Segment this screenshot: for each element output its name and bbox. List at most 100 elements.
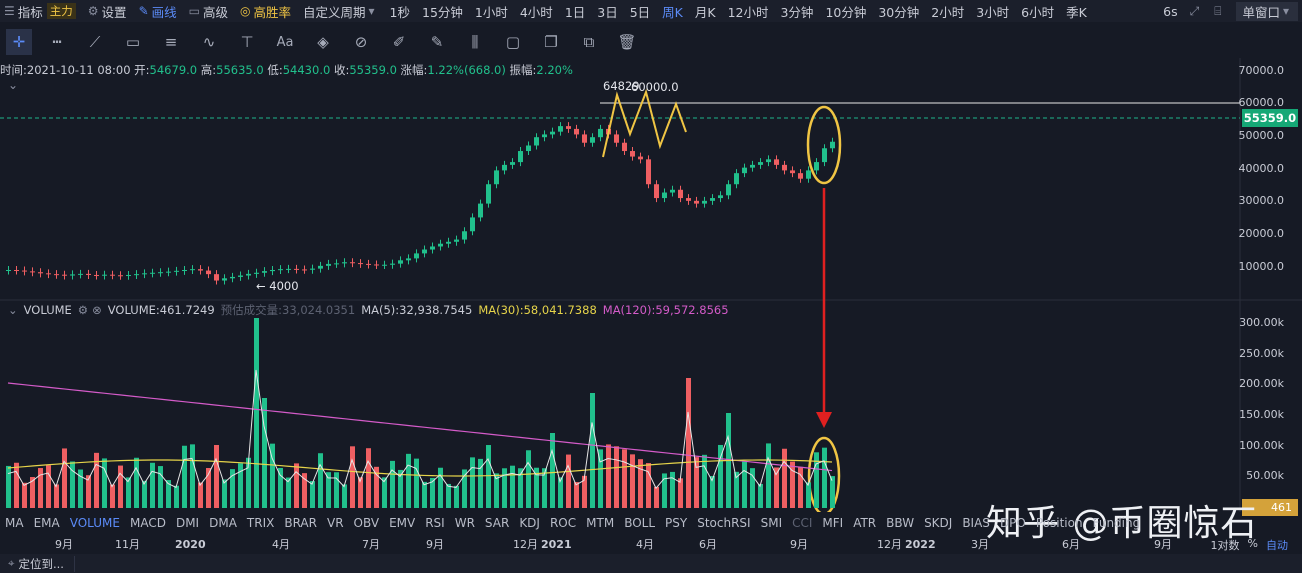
fullscreen-button[interactable]: ⤢ [1190,4,1203,19]
time-tick: 12月 [877,538,902,551]
win-rate-menu[interactable]: ◎ 高胜率 [240,2,291,21]
open-value: 54679.0 [149,63,198,77]
log-scale-toggle[interactable]: 1对数 [1210,539,1240,552]
settings-menu[interactable]: ⚙ 设置 [88,2,127,21]
indicator-boll[interactable]: BOLL [624,516,656,530]
hide-drawings-icon[interactable]: ⊘ [354,33,368,51]
indicator-brar[interactable]: BRAR [284,516,317,530]
indicator-stochrsi[interactable]: StochRSI [697,516,751,530]
close-icon[interactable]: ⊗ [92,303,102,317]
period-0[interactable]: 1秒 [389,4,410,20]
wave-tool-icon[interactable]: ∿ [202,33,216,51]
indicator-position[interactable]: Position [1035,516,1083,530]
indicator-bias[interactable]: BIAS [962,516,990,530]
indicator-rsi[interactable]: RSI [425,516,445,530]
parallel-channel-tool-icon[interactable]: ≡ [164,33,178,51]
trash-icon[interactable]: 🗑 [617,33,637,51]
period-12[interactable]: 30分钟 [878,4,920,20]
period-9[interactable]: 12小时 [727,4,769,20]
volume-bar [30,477,35,508]
indicator-roc[interactable]: ROC [549,516,577,530]
indicator-cci[interactable]: CCI [792,516,813,530]
lock-icon[interactable]: ▢ [505,33,521,51]
period-14[interactable]: 3小时 [976,4,1010,20]
period-4[interactable]: 1日 [564,4,586,20]
indicator-funding[interactable]: Funding [1092,516,1141,530]
indicator-smi[interactable]: SMI [760,516,783,530]
indicator-vr[interactable]: VR [326,516,344,530]
text-tool-icon[interactable]: Aa [276,34,294,50]
period-11[interactable]: 10分钟 [825,4,867,20]
copy-icon[interactable]: ❐ [544,33,558,51]
period-3[interactable]: 4小时 [519,4,553,20]
period-10[interactable]: 3分钟 [780,4,814,20]
indicator-skdj[interactable]: SKDJ [924,516,953,530]
volume-tick: 150.00k [1239,408,1284,421]
trend-line-tool-icon[interactable]: ⟋ [89,33,101,51]
period-2[interactable]: 1小时 [474,4,508,20]
period-15[interactable]: 6小时 [1021,4,1055,20]
indicator-dma[interactable]: DMA [209,516,237,530]
draw-menu[interactable]: ✎ 画线 [139,2,177,21]
indicator-kdj[interactable]: KDJ [519,516,540,530]
indicator-bbw[interactable]: BBW [886,516,915,530]
period-16[interactable]: 季K [1066,4,1087,20]
crosshair-tool-icon[interactable]: ✛ [6,29,32,55]
collapse-chevron-icon[interactable]: ⌄ [8,78,19,92]
candle-body [814,162,819,171]
candle-body [470,217,475,232]
volume-bar [542,468,547,508]
indicator-obv[interactable]: OBV [353,516,380,530]
period-7[interactable]: 周K [662,4,683,20]
indicator-sar[interactable]: SAR [484,516,510,530]
gear-icon[interactable]: ⚙ [77,303,89,317]
volume-bar [302,473,307,508]
period-8[interactable]: 月K [694,4,716,20]
candle-body [502,164,507,171]
candle-type-icon[interactable]: ⫼ [471,33,479,51]
indicator-atr[interactable]: ATR [853,516,877,530]
indicator-psy[interactable]: PSY [665,516,688,530]
main-badge[interactable]: 主力 [46,3,76,19]
window-mode-dropdown[interactable]: 单窗口 ▾ [1236,1,1298,21]
indicators-menu[interactable]: ☰ 指标 主力 [4,2,76,21]
auto-scale-toggle[interactable]: 自动 [1266,539,1288,552]
locate-button[interactable]: ⌖ 定位到... [8,555,75,572]
chevron-down-icon[interactable]: ⌄ [8,303,18,317]
magnet-tool-icon[interactable]: ◈ [317,33,329,51]
period-13[interactable]: 2小时 [931,4,965,20]
indicator-dmi[interactable]: DMI [175,516,200,530]
indicator-macd[interactable]: MACD [129,516,166,530]
volume-bar [326,472,331,508]
refresh-interval[interactable]: 6s [1163,4,1177,19]
volume-bar [230,469,235,508]
custom-period-dropdown[interactable]: 自定义周期 ▾ [303,2,378,21]
indicator-emv[interactable]: EMV [389,516,416,530]
indicator-ma[interactable]: MA [5,516,24,530]
indicator-ema[interactable]: EMA [33,516,60,530]
period-5[interactable]: 3日 [597,4,618,20]
fib-tool-icon[interactable]: ⊤ [240,33,254,51]
percent-scale-toggle[interactable]: % [1247,537,1258,550]
dotted-line-tool-icon[interactable]: ┅ [52,33,62,51]
candle-body [102,274,107,276]
volume-bar [518,468,523,508]
candle-body [294,268,299,270]
indicator-trix[interactable]: TRIX [246,516,275,530]
edit-icon[interactable]: ⧉ [583,33,595,51]
indicator-volume[interactable]: VOLUME [69,516,120,530]
price-chart[interactable] [0,0,1302,512]
time-tick: 12月 [513,538,538,551]
ruler-tool-icon[interactable]: ✐ [392,33,406,51]
indicator-mtm[interactable]: MTM [586,516,615,530]
indicator-dpo[interactable]: DPO [999,516,1026,530]
rectangle-tool-icon[interactable]: ▭ [125,33,141,51]
period-6[interactable]: 5日 [629,4,651,20]
brush-tool-icon[interactable]: ✎ [430,33,444,51]
advanced-menu[interactable]: ▭ 高级 [189,2,228,21]
period-1[interactable]: 15分钟 [422,4,463,20]
indicator-mfi[interactable]: MFI [822,516,844,530]
volume-bar [134,457,139,508]
indicator-wr[interactable]: WR [454,516,475,530]
screenshot-button[interactable]: ⌸ [1214,4,1224,19]
